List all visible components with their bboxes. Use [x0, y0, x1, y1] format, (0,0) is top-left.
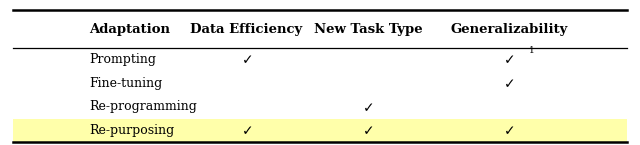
Text: $\checkmark$: $\checkmark$ — [241, 53, 252, 67]
Text: $\checkmark$: $\checkmark$ — [503, 123, 515, 137]
Text: $\checkmark$: $\checkmark$ — [503, 53, 515, 67]
Text: 1: 1 — [529, 46, 535, 55]
FancyBboxPatch shape — [13, 119, 627, 142]
Text: Adaptation: Adaptation — [90, 22, 171, 36]
Text: $\checkmark$: $\checkmark$ — [362, 100, 374, 114]
Text: Generalizability: Generalizability — [450, 22, 568, 36]
Text: $\checkmark$: $\checkmark$ — [241, 123, 252, 137]
Text: Re-purposing: Re-purposing — [90, 124, 175, 137]
Text: Re-programming: Re-programming — [90, 100, 198, 113]
Text: New Task Type: New Task Type — [314, 22, 422, 36]
Text: Data Efficiency: Data Efficiency — [190, 22, 303, 36]
Text: $\checkmark$: $\checkmark$ — [503, 76, 515, 90]
Text: $\checkmark$: $\checkmark$ — [362, 123, 374, 137]
Text: Fine-tuning: Fine-tuning — [90, 77, 163, 90]
Text: Prompting: Prompting — [90, 53, 157, 66]
